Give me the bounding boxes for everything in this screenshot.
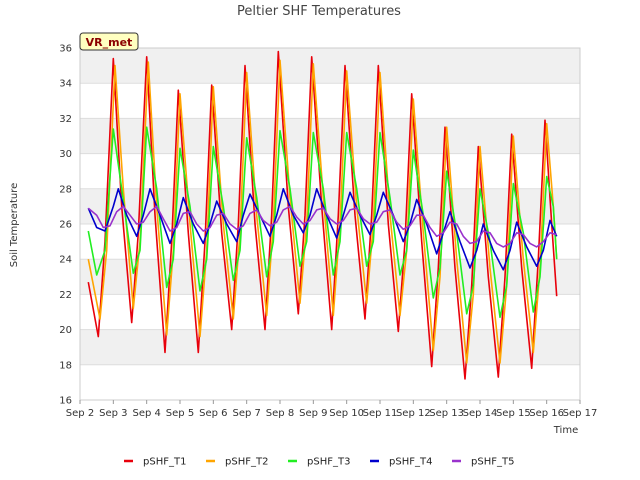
grid-band <box>80 118 580 154</box>
legend-label: pSHF_T2 <box>225 457 268 468</box>
legend-label: pSHF_T4 <box>389 457 432 468</box>
x-tick-label: Sep 17 <box>563 408 598 419</box>
x-tick-label: Sep 10 <box>329 408 364 419</box>
y-tick-label: 18 <box>59 360 72 371</box>
series-line-pSHF_T2 <box>87 59 558 364</box>
series-line-pSHF_T3 <box>87 126 558 319</box>
series-line-pSHF_T5 <box>87 205 557 248</box>
badge-box <box>79 32 139 51</box>
y-tick-label: 20 <box>59 325 72 336</box>
y-tick-label: 24 <box>59 255 72 266</box>
y-tick-label: 16 <box>59 396 72 407</box>
x-axis-label: Time <box>553 425 578 436</box>
badge: VR_met <box>79 32 139 51</box>
grid-band <box>80 48 580 84</box>
x-tick-label: Sep 8 <box>266 408 294 419</box>
y-tick-label: 36 <box>59 44 72 55</box>
axes: 16 18 20 22 24 26 28 30 32 34 36 Sep 2 Sep 3 Sep 4 Sep… <box>59 44 597 420</box>
x-tick-label: Sep 9 <box>299 408 327 419</box>
y-tick-label: 34 <box>59 79 72 90</box>
x-tick-label: Sep 6 <box>199 408 227 419</box>
x-tick-label: Sep 3 <box>99 408 127 419</box>
y-tick-label: 22 <box>59 290 72 301</box>
legend-label: pSHF_T3 <box>307 457 350 468</box>
grid-band <box>80 329 580 365</box>
legend-label: pSHF_T1 <box>143 457 186 468</box>
series-lines <box>87 50 558 380</box>
legend-label: pSHF_T5 <box>471 457 514 468</box>
y-tick-label: 32 <box>59 114 72 125</box>
y-tick-label: 28 <box>59 184 72 195</box>
badge-label: VR_met <box>86 36 133 49</box>
x-tick-label: Sep 7 <box>232 408 260 419</box>
x-tick-label: Sep 13 <box>429 408 464 419</box>
x-tick-label: Sep 2 <box>66 408 94 419</box>
series-line-pSHF_T1 <box>87 50 558 380</box>
x-tick-label: Sep 15 <box>496 408 531 419</box>
x-tick-label: Sep 16 <box>529 408 564 419</box>
y-tick-label: 30 <box>59 149 72 160</box>
plot-frame <box>79 47 581 401</box>
x-tick-label: Sep 12 <box>396 408 431 419</box>
x-tick-label: Sep 14 <box>463 408 498 419</box>
x-tick-label: Sep 5 <box>166 408 194 419</box>
x-tick-label: Sep 11 <box>363 408 398 419</box>
x-tick-label: Sep 4 <box>132 408 160 419</box>
y-axis-label: Soil Temperature <box>9 183 20 268</box>
legend: pSHF_T1 pSHF_T2 pSHF_T3 pSHF_T4 pSHF_T5 <box>124 457 514 468</box>
y-tick-label: 26 <box>59 220 72 231</box>
chart-title: Peltier SHF Temperatures <box>237 4 401 19</box>
